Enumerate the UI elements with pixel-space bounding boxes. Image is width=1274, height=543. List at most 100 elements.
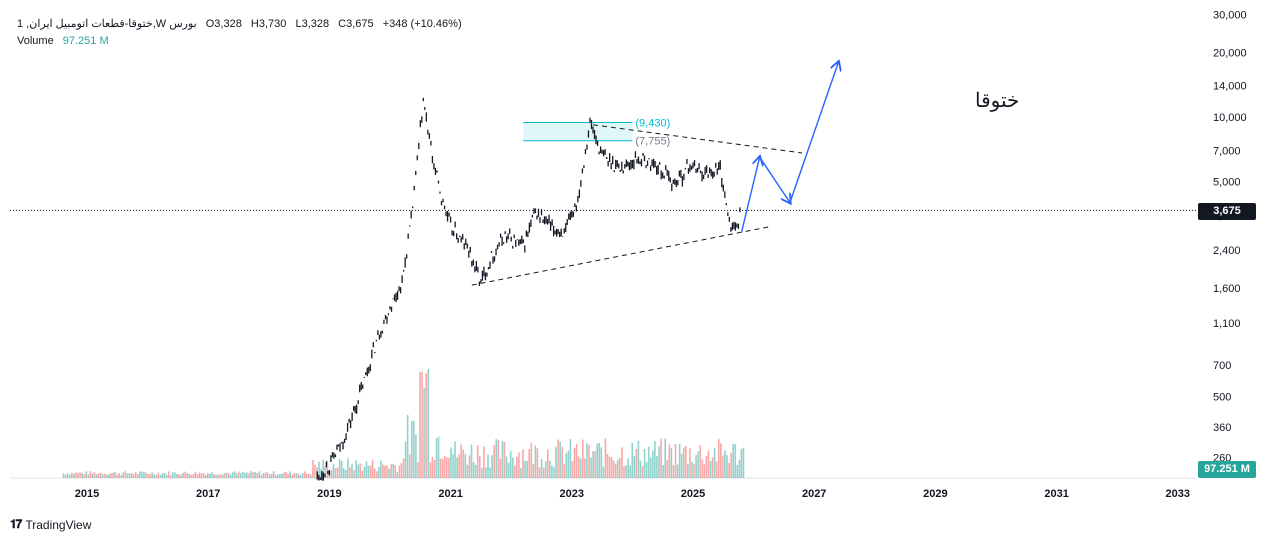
volume-bar (209, 473, 211, 478)
volume-bar (682, 447, 685, 478)
volume-bar (645, 462, 648, 478)
volume-bar (685, 446, 687, 478)
volume-bar (79, 472, 81, 478)
volume-bar (598, 442, 601, 478)
price-tick-label: 10,000 (1213, 112, 1247, 124)
volume-bar (635, 449, 638, 478)
volume-bar (87, 474, 90, 478)
volume-bar (425, 373, 427, 478)
volume-bar (134, 472, 137, 478)
price-tick-label: 2,400 (1213, 245, 1241, 257)
volume-bar (404, 441, 407, 478)
chart-annotation-text[interactable]: ختوقا (975, 90, 1020, 112)
projection-arrow (740, 157, 759, 233)
price-tick-label: 700 (1213, 360, 1231, 372)
volume-bar (617, 459, 619, 478)
volume-bar (715, 461, 718, 478)
volume-bar (332, 463, 335, 478)
volume-bar (458, 454, 460, 478)
volume-bar (602, 466, 605, 478)
volume-bar (722, 455, 724, 478)
volume-bar (699, 445, 702, 478)
volume-bar (291, 474, 294, 478)
volume-bar (279, 474, 281, 478)
volume-bar (532, 463, 535, 478)
volume-bar (174, 472, 176, 478)
volume-bar (445, 457, 448, 478)
volume-bar (464, 454, 467, 478)
volume-bar (229, 474, 232, 478)
volume-bar (283, 472, 285, 478)
volume-bar (136, 473, 139, 478)
volume-bar (266, 472, 269, 478)
tradingview-logo[interactable]: 𝟏𝟕 TradingView (10, 517, 91, 532)
volume-bar (627, 458, 629, 478)
volume-bar (431, 456, 434, 478)
volume-bar (654, 440, 656, 478)
volume-bar (713, 448, 716, 478)
volume-bar (101, 474, 104, 478)
volume-bar (295, 473, 298, 478)
volume-bar (559, 441, 561, 478)
price-tick-label: 360 (1213, 422, 1231, 434)
volume-bar (569, 438, 572, 478)
volume-bar (112, 472, 114, 478)
zone-bottom-label: (7,755) (635, 136, 670, 148)
volume-bar (639, 460, 642, 478)
volume-bar (600, 447, 603, 478)
volume-bar (188, 473, 191, 478)
volume-bar (83, 474, 85, 478)
volume-bar (493, 445, 495, 478)
volume-bar (528, 448, 531, 478)
volume-bar (524, 460, 526, 478)
symbol-title[interactable]: 1 ,ختوقا-قطعات اتومبیل ایران,W بورس (17, 18, 197, 30)
volume-bar (270, 473, 273, 478)
volume-bar (118, 473, 120, 478)
volume-bar (151, 472, 153, 478)
volume-bar (555, 446, 557, 478)
volume-bar (66, 473, 69, 478)
volume-bar (575, 444, 578, 478)
volume-bar (666, 460, 669, 478)
volume-bar (738, 459, 741, 478)
volume-bar (312, 460, 314, 478)
volume-bar (318, 461, 320, 478)
volume-bar (596, 443, 599, 478)
volume-bar (264, 472, 267, 478)
volume-bar (643, 448, 646, 478)
volume-bar (649, 457, 652, 478)
volume-bar (415, 434, 417, 478)
volume-bar (402, 458, 405, 478)
volume-label[interactable]: Volume (17, 35, 54, 47)
resistance-trendline (592, 124, 803, 154)
volume-bar (503, 441, 506, 478)
volume-bar (143, 472, 145, 478)
volume-bar (353, 470, 355, 478)
volume-bar (433, 460, 436, 478)
volume-bar (73, 473, 75, 478)
volume-bar (71, 472, 73, 478)
volume-bar (157, 472, 160, 478)
volume-bar (365, 461, 368, 478)
tradingview-icon: 𝟏𝟕 (10, 517, 22, 531)
volume-bar (223, 473, 226, 478)
price-tick-label: 20,000 (1213, 47, 1247, 59)
volume-bar (518, 452, 520, 478)
volume-bar (206, 473, 209, 478)
volume-bar (252, 472, 254, 478)
volume-bar (213, 473, 215, 478)
volume-bar (85, 471, 88, 478)
volume-bar (380, 460, 382, 478)
volume-bar (466, 464, 469, 478)
volume-bar (124, 471, 127, 478)
volume-bar (108, 474, 110, 478)
volume-bar (254, 471, 256, 478)
volume-bar (202, 473, 205, 478)
volume-bar (141, 471, 143, 478)
volume-bar (330, 470, 333, 478)
volume-bar (571, 461, 574, 478)
volume-bar (394, 465, 397, 478)
volume-bar (668, 444, 671, 478)
price-tick-label: 7,000 (1213, 145, 1241, 157)
